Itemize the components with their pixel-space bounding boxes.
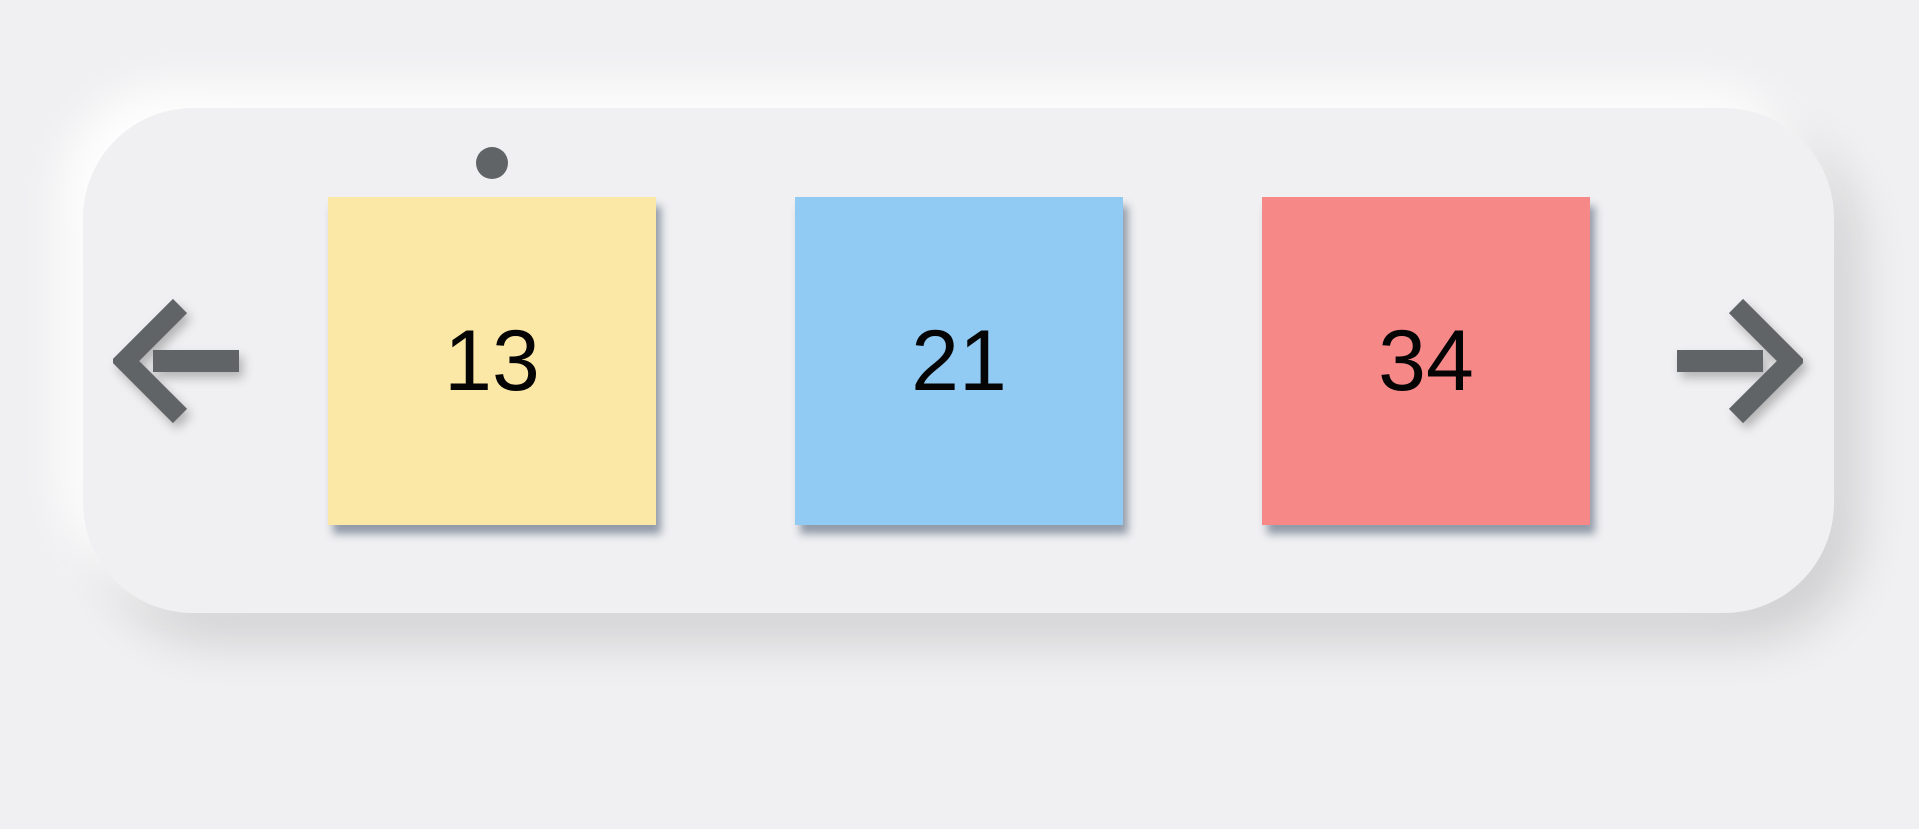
arrow-left-icon[interactable]: [113, 296, 243, 426]
card-number: 13: [444, 313, 540, 409]
card-number: 21: [911, 313, 1007, 409]
carousel-panel: 13 21 34: [83, 108, 1834, 613]
card-number: 34: [1378, 313, 1474, 409]
number-card[interactable]: 34: [1262, 197, 1590, 525]
active-indicator-dot[interactable]: [476, 147, 508, 179]
number-card[interactable]: 21: [795, 197, 1123, 525]
arrow-right-icon[interactable]: [1673, 296, 1803, 426]
number-card[interactable]: 13: [328, 197, 656, 525]
